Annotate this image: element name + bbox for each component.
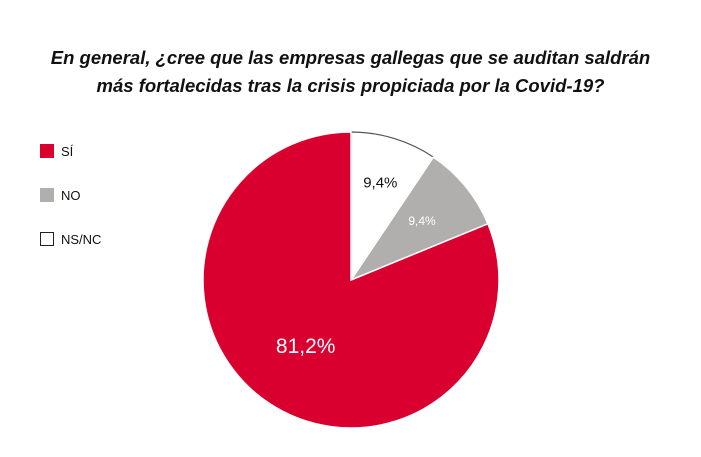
pie-slice-no (349, 156, 489, 282)
legend-swatch-nsnc (40, 232, 54, 246)
chart-title-line-2: más fortalecidas tras la crisis propicia… (96, 75, 605, 96)
legend-label-si: SÍ (61, 143, 74, 159)
legend-item-si: SÍ (40, 142, 101, 160)
legend-item-no: NO (40, 186, 101, 204)
chart-legend: SÍ NO NS/NC (40, 142, 101, 274)
pie-slices (202, 131, 500, 429)
pie-label-si: 81,2% (276, 335, 336, 358)
legend-label-no: NO (61, 187, 81, 203)
pie-label-no: 9,4% (408, 214, 436, 228)
pie-slice-nsnc (350, 131, 435, 282)
pie-label-nsnc: 9,4% (363, 175, 397, 192)
chart-title: En general, ¿cree que las empresas galle… (20, 44, 681, 100)
legend-swatch-si (40, 144, 54, 158)
legend-label-nsnc: NS/NC (61, 231, 102, 247)
pie-slice-si (202, 131, 500, 429)
chart-title-line-1: En general, ¿cree que las empresas galle… (50, 47, 651, 68)
legend-item-nsnc: NS/NC (40, 230, 101, 248)
legend-swatch-no (40, 188, 54, 202)
pie-labels: 9,4% 9,4% 81,2% (276, 175, 436, 358)
